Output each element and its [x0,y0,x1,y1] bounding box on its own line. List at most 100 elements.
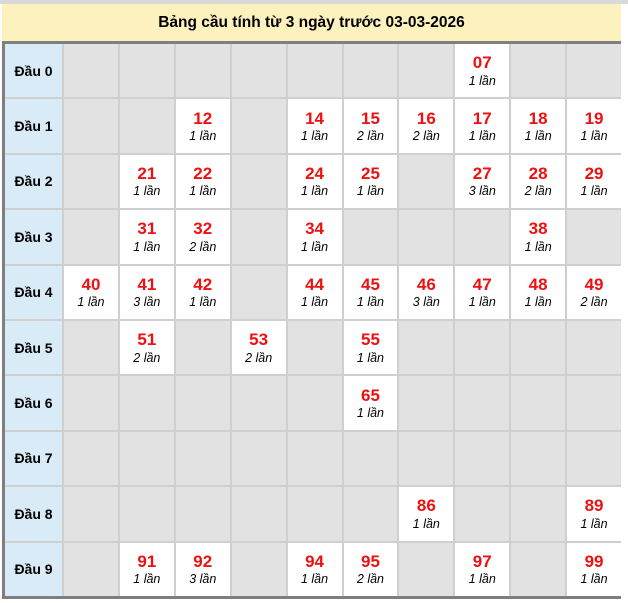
empty-cell-r9-c6 [399,542,454,596]
cell-number: 27 [472,164,492,184]
number-cell-42: 42 1 lần [175,265,230,319]
number-cell-22: 22 1 lần [175,154,230,209]
number-cell-47: 47 1 lần [455,265,510,319]
row-label-dau-1: Đầu 1 [5,99,62,153]
empty-cell-r5-c7 [455,321,510,375]
number-cell-92: 92 3 lần [175,542,230,596]
number-cell-32: 32 2 lần [175,210,230,264]
number-cell-24: 24 1 lần [287,154,342,209]
row-label-dau-4: Đầu 4 [5,265,62,319]
cell-count: 2 lần [356,128,384,143]
empty-cell-r3-c0 [64,210,118,264]
cell-count: 1 lần [133,572,161,587]
number-cell-45: 45 1 lần [343,265,398,319]
cell-number: 65 [360,385,380,405]
cell-number: 07 [472,53,492,73]
empty-cell-r0-c2 [175,44,230,98]
cell-number: 97 [472,551,492,571]
number-cell-55: 55 1 lần [343,321,398,375]
number-cell-29: 29 1 lần [567,154,621,209]
row-label-dau-9: Đầu 9 [5,542,62,596]
cell-count: 2 lần [412,128,440,143]
empty-cell-r6-c6 [399,376,454,430]
empty-cell-r1-c1 [119,99,174,153]
cell-count: 1 lần [356,350,384,365]
number-cell-65: 65 1 lần [343,376,398,430]
number-cell-18: 18 1 lần [511,99,566,153]
cell-count: 1 lần [524,295,552,310]
cell-count: 1 lần [580,572,608,587]
cell-number: 31 [137,219,157,239]
empty-cell-r6-c9 [567,376,621,430]
empty-cell-r8-c1 [119,487,174,541]
cell-number: 25 [360,164,380,184]
empty-cell-r7-c2 [175,431,230,486]
cell-number: 94 [305,551,324,571]
empty-cell-r7-c7 [455,431,510,486]
cell-number: 24 [305,164,324,184]
empty-cell-r5-c4 [287,321,342,375]
number-cell-31: 31 1 lần [119,210,174,264]
cell-count: 3 lần [189,572,217,587]
cell-count: 1 lần [356,184,384,199]
empty-cell-r7-c5 [343,431,398,486]
cell-count: 1 lần [300,572,329,587]
cell-count: 1 lần [300,239,329,254]
empty-cell-r8-c0 [64,487,118,541]
cell-count: 1 lần [189,184,217,199]
cell-count: 1 lần [468,73,496,88]
empty-cell-r0-c8 [511,44,566,98]
cell-number: 55 [360,330,380,350]
row-label-dau-6: Đầu 6 [5,376,62,430]
cell-number: 45 [360,274,380,294]
empty-cell-r6-c2 [175,376,230,430]
empty-cell-r8-c2 [175,487,230,541]
empty-cell-r6-c0 [64,376,118,430]
empty-cell-r9-c3 [231,542,286,596]
cell-count: 1 lần [300,184,329,199]
cell-number: 89 [584,496,604,516]
empty-cell-r7-c9 [567,431,621,486]
cau-frequency-table: Đầu 0 07 1 lần Đầu 1 12 1 lần 14 1 lần 15 2 lần 16… [2,41,621,599]
empty-cell-r8-c8 [511,487,566,541]
empty-cell-r0-c3 [231,44,286,98]
cell-number: 21 [137,164,157,184]
cell-number: 32 [193,219,213,239]
cell-count: 2 lần [245,350,273,365]
cell-count: 1 lần [524,239,552,254]
empty-cell-r3-c5 [343,210,398,264]
cell-number: 42 [193,274,213,294]
number-cell-53: 53 2 lần [231,321,286,375]
cell-number: 49 [584,274,604,294]
empty-cell-r0-c5 [343,44,398,98]
empty-cell-r6-c8 [511,376,566,430]
empty-cell-r3-c9 [567,210,621,264]
cell-number: 95 [360,551,380,571]
cell-count: 1 lần [300,128,329,143]
empty-cell-r1-c3 [231,99,286,153]
number-cell-15: 15 2 lần [343,99,398,153]
number-cell-12: 12 1 lần [175,99,230,153]
cell-number: 40 [81,274,101,294]
number-cell-49: 49 2 lần [567,265,621,319]
table-title: Bảng cầu tính từ 3 ngày trước 03-03-2026 [2,4,621,41]
row-label-dau-8: Đầu 8 [5,487,62,541]
empty-cell-r5-c0 [64,321,118,375]
cell-count: 1 lần [189,128,217,143]
cell-count: 1 lần [468,295,496,310]
empty-cell-r7-c6 [399,431,454,486]
cell-count: 3 lần [468,184,496,199]
row-label-dau-0: Đầu 0 [5,44,62,98]
cell-number: 28 [528,164,548,184]
empty-cell-r3-c6 [399,210,454,264]
cell-number: 99 [584,551,604,571]
cell-number: 34 [305,219,324,239]
number-cell-28: 28 2 lần [511,154,566,209]
empty-cell-r5-c9 [567,321,621,375]
cell-count: 1 lần [468,572,496,587]
cell-number: 18 [528,108,548,128]
cell-count: 2 lần [356,572,384,587]
cell-count: 1 lần [580,184,608,199]
number-cell-40: 40 1 lần [64,265,118,319]
number-cell-86: 86 1 lần [399,487,454,541]
